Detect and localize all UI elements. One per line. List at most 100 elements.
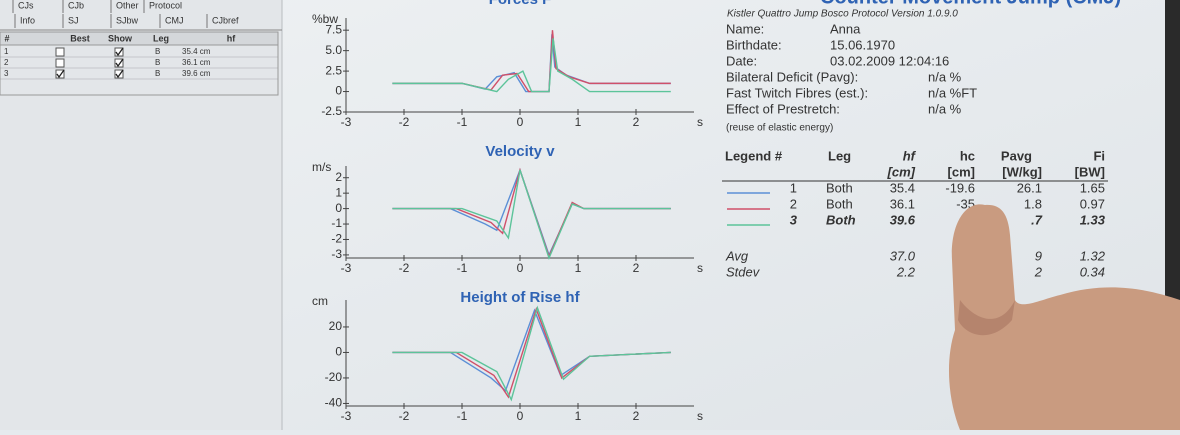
chart-title: Height of Rise hf [460, 289, 580, 306]
results-unit: [W/kg] [1002, 164, 1042, 179]
table-frame [0, 31, 279, 96]
row-leg: Both [826, 196, 853, 211]
field-value: n/a %FT [928, 85, 977, 100]
checkbox[interactable] [55, 58, 65, 68]
table-header-bg [0, 31, 279, 46]
y-tick-label: -20 [325, 370, 343, 384]
y-tick-label: -1 [331, 216, 342, 230]
field-value: Anna [830, 21, 861, 36]
row-pavg: 1.8 [1024, 196, 1042, 211]
checkmark [115, 69, 124, 79]
y-axis-label: %bw [312, 12, 338, 26]
curve [392, 305, 671, 402]
y-tick-label: 2.5 [325, 63, 342, 77]
report-note: (reuse of elastic energy) [726, 123, 833, 134]
checkbox[interactable] [55, 69, 65, 79]
chart-title: Forces F [489, 0, 552, 8]
tab[interactable]: Info [20, 15, 35, 25]
row-hf: 35.4 cm [182, 47, 211, 56]
row-hf: 35.4 [890, 180, 915, 195]
field-label: Name: [726, 21, 764, 36]
row-number: 2 [790, 196, 797, 211]
row-hf: 36.1 [890, 196, 915, 211]
x-tick-label: -1 [457, 115, 468, 129]
chart-title: Velocity v [485, 143, 555, 160]
row-hf: 39.6 [890, 212, 916, 227]
y-tick-label: 5.0 [325, 43, 342, 57]
tab[interactable]: CMJ [165, 15, 184, 25]
x-tick-label: -3 [341, 409, 352, 423]
checkmark [56, 69, 65, 79]
results-header: Pavg [1001, 148, 1032, 163]
row-number: 3 [790, 212, 798, 227]
results-unit: [BW] [1075, 164, 1105, 179]
checkbox[interactable] [55, 47, 65, 57]
row-leg: B [155, 58, 160, 67]
x-tick-label: 0 [517, 409, 524, 423]
row-number: 3 [4, 69, 9, 78]
row-leg: B [155, 47, 160, 56]
table-header: Best [70, 33, 90, 43]
tab[interactable]: CJs [18, 0, 34, 10]
y-tick-label: -40 [325, 396, 343, 410]
checkmark [115, 58, 124, 68]
curve [392, 169, 671, 260]
checkbox[interactable] [114, 69, 124, 79]
y-tick-label: 2 [335, 170, 342, 184]
tab[interactable]: Other [116, 0, 139, 10]
curve [392, 38, 671, 93]
x-tick-label: -1 [457, 261, 468, 275]
x-tick-label: 1 [575, 409, 582, 423]
tab[interactable]: SJ [68, 15, 79, 25]
x-tick-label: 1 [575, 261, 582, 275]
x-tick-label: -2 [399, 115, 410, 129]
report-title: Counter Movement Jump (CMJ) [820, 0, 1121, 8]
results-header: Fi [1093, 148, 1105, 163]
avg-fi: 1.32 [1080, 248, 1106, 263]
row-leg: Both [826, 212, 856, 227]
row-number: 1 [790, 180, 797, 195]
x-axis-label: s [697, 261, 703, 275]
y-tick-label: 7.5 [325, 22, 342, 36]
row-hf: 36.1 cm [182, 58, 211, 67]
left-panel [0, 0, 282, 430]
table-header: hf [227, 33, 236, 43]
tab[interactable]: CJb [68, 0, 84, 10]
field-value: 03.02.2009 12:04:16 [830, 53, 949, 68]
x-tick-label: 2 [633, 115, 640, 129]
tab[interactable]: CJbref [212, 15, 239, 25]
y-tick-label: 0 [335, 201, 342, 215]
tab[interactable]: SJbw [116, 15, 139, 25]
y-tick-label: 0 [335, 345, 342, 359]
x-tick-label: -2 [399, 261, 410, 275]
x-tick-label: 2 [633, 409, 640, 423]
field-value: n/a % [928, 101, 962, 116]
avg-label: Avg [725, 248, 749, 263]
stdev-fi: 0.34 [1080, 264, 1105, 279]
tab[interactable]: Protocol [149, 0, 182, 10]
table-header: # [4, 33, 9, 43]
report-subtitle: Kistler Quattro Jump Bosco Protocol Vers… [727, 9, 958, 20]
x-tick-label: -3 [341, 261, 352, 275]
row-pavg: 26.1 [1017, 180, 1042, 195]
row-number: 1 [4, 47, 9, 56]
pointing-hand [948, 204, 1180, 430]
field-value: 15.06.1970 [830, 37, 895, 52]
x-tick-label: -3 [341, 115, 352, 129]
checkbox[interactable] [114, 58, 124, 68]
y-tick-label: -3 [331, 247, 342, 261]
checkmark [115, 47, 124, 57]
x-axis-label: s [697, 409, 703, 423]
row-number: 2 [4, 58, 9, 67]
x-tick-label: 2 [633, 261, 640, 275]
checkbox[interactable] [114, 47, 124, 57]
row-fi: 1.65 [1080, 180, 1105, 195]
field-label: Bilateral Deficit (Pavg): [726, 69, 858, 84]
y-axis-label: cm [312, 294, 328, 308]
avg-hf: 37.0 [890, 248, 916, 263]
results-header: Leg [828, 148, 851, 163]
table-header: Show [108, 33, 133, 43]
row-hf: 39.6 cm [182, 69, 211, 78]
x-tick-label: 1 [575, 115, 582, 129]
